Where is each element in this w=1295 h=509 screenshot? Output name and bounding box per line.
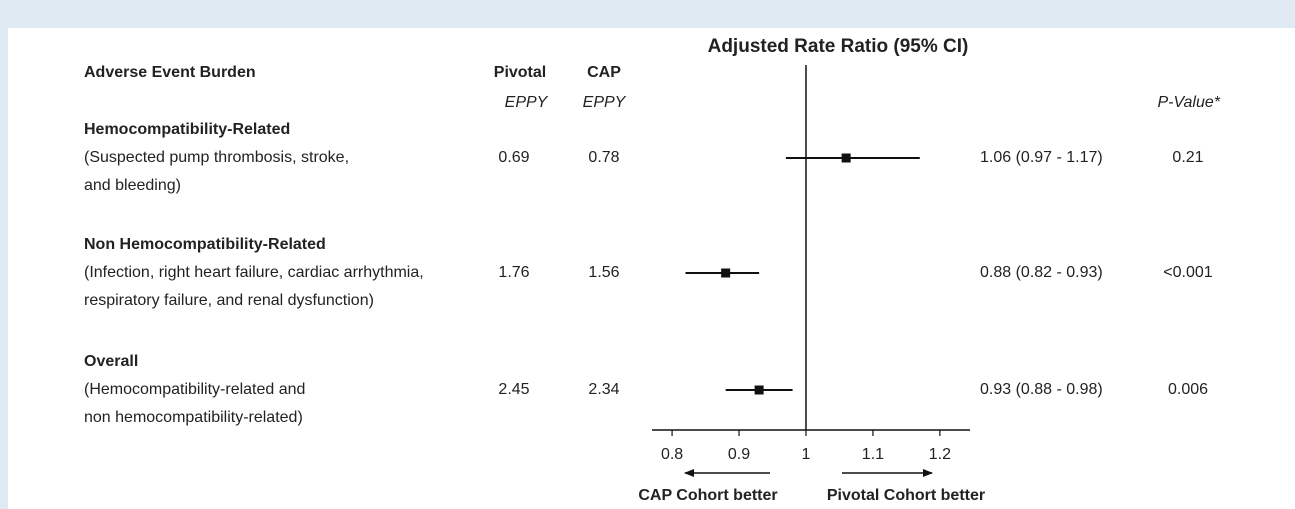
row-description: and bleeding) <box>84 177 181 194</box>
column-header: Adverse Event Burden <box>84 64 256 81</box>
x-tick-label: 1.2 <box>929 446 951 463</box>
column-header: Pivotal <box>494 64 546 81</box>
x-tick-label: 0.9 <box>728 446 750 463</box>
p-value: 0.006 <box>1168 381 1208 398</box>
x-tick-label: 1.1 <box>862 446 884 463</box>
cap-value: 0.78 <box>588 149 619 166</box>
row-description: non hemocompatibility-related) <box>84 409 303 426</box>
row-group: Non Hemocompatibility-Related <box>84 236 326 253</box>
annotation: Pivotal Cohort better <box>827 487 985 504</box>
annotation: CAP Cohort better <box>638 487 777 504</box>
cap-value: 2.34 <box>588 381 619 398</box>
chart-title: Adjusted Rate Ratio (95% CI) <box>708 36 969 57</box>
column-header: P-Value* <box>1157 94 1220 111</box>
point-estimate <box>721 268 731 278</box>
row-description: (Infection, right heart failure, cardiac… <box>84 264 424 281</box>
pivotal-value: 2.45 <box>498 381 529 398</box>
row-group: Overall <box>84 353 138 370</box>
ci-label: 0.88 (0.82 - 0.93) <box>980 264 1103 281</box>
row-description: (Hemocompatibility-related and <box>84 381 305 398</box>
row-description: respiratory failure, and renal dysfuncti… <box>84 292 374 309</box>
column-header: CAP <box>587 64 621 81</box>
pivotal-value: 0.69 <box>498 149 529 166</box>
pivotal-value: 1.76 <box>498 264 529 281</box>
p-value: 0.21 <box>1172 149 1203 166</box>
cap-value: 1.56 <box>588 264 619 281</box>
panel <box>8 28 1295 509</box>
column-unit: EPPY <box>505 94 549 111</box>
point-estimate <box>841 153 851 163</box>
row-group: Hemocompatibility-Related <box>84 121 290 138</box>
row-description: (Suspected pump thrombosis, stroke, <box>84 149 349 166</box>
point-estimate <box>754 385 764 395</box>
x-tick-label: 0.8 <box>661 446 683 463</box>
x-tick-label: 1 <box>802 446 811 463</box>
column-unit: EPPY <box>583 94 627 111</box>
p-value: <0.001 <box>1163 264 1212 281</box>
ci-label: 1.06 (0.97 - 1.17) <box>980 149 1103 166</box>
ci-label: 0.93 (0.88 - 0.98) <box>980 381 1103 398</box>
